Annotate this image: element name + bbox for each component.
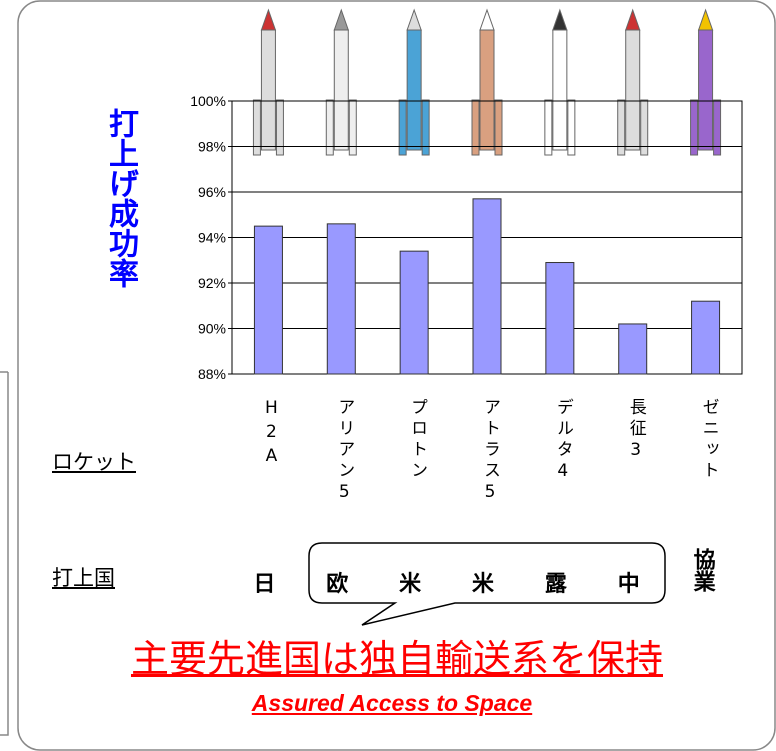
row-label: ロケット xyxy=(52,446,136,476)
y-tick-label: 98% xyxy=(198,139,226,155)
rocket-body xyxy=(553,30,567,150)
rocket-nose xyxy=(480,10,494,30)
bar xyxy=(254,226,282,374)
country-label: 露 xyxy=(545,566,567,598)
bar xyxy=(327,224,355,374)
rocket-body xyxy=(261,30,275,150)
x-tick-label: デルタ4 xyxy=(553,398,573,485)
rocket-body xyxy=(407,30,421,150)
row-label: 打上国 xyxy=(52,562,115,592)
x-tick-label: H2A xyxy=(261,398,281,470)
x-tick-label: ゼニット xyxy=(699,398,719,482)
rocket-images xyxy=(253,10,720,155)
bar xyxy=(692,301,720,374)
country-label: 協業 xyxy=(689,548,715,592)
y-tick-label: 100% xyxy=(190,93,226,109)
rocket-body xyxy=(699,30,713,150)
bar xyxy=(619,324,647,374)
bar xyxy=(400,251,428,374)
headline: 主要先進国は独自輸送系を保持 xyxy=(0,628,776,683)
slide: 88% 90% 92% 94% 96% 98% 100% 打上げ成功率 ロケット 打上国 主… xyxy=(0,0,776,751)
rocket-nose xyxy=(334,10,348,30)
country-label: 米 xyxy=(399,566,421,598)
rocket-nose xyxy=(261,10,275,30)
tagline: Assured Access to Space xyxy=(0,690,776,717)
y-tick-label: 96% xyxy=(198,184,226,200)
rocket-nose xyxy=(699,10,713,30)
y-tick-label: 90% xyxy=(198,321,226,337)
rocket-body xyxy=(626,30,640,150)
rocket-nose xyxy=(626,10,640,30)
rocket-nose xyxy=(407,10,421,30)
bar xyxy=(546,263,574,374)
rocket-body xyxy=(480,30,494,150)
x-tick-label: アリアン5 xyxy=(334,398,354,506)
rocket-nose xyxy=(553,10,567,30)
country-label: 中 xyxy=(618,566,640,598)
rocket-body xyxy=(334,30,348,150)
country-label: 米 xyxy=(472,566,494,598)
x-tick-label: アトラス5 xyxy=(480,398,500,506)
x-tick-label: 長征3 xyxy=(626,398,646,464)
y-tick-label: 94% xyxy=(198,230,226,246)
y-axis-title: 打上げ成功率 xyxy=(103,108,137,288)
bar xyxy=(473,199,501,374)
country-label: 欧 xyxy=(326,566,348,598)
y-tick-label: 88% xyxy=(198,366,226,382)
y-tick-label: 92% xyxy=(198,275,226,291)
x-tick-label: プロトン xyxy=(407,398,427,482)
country-label: 日 xyxy=(253,566,275,598)
